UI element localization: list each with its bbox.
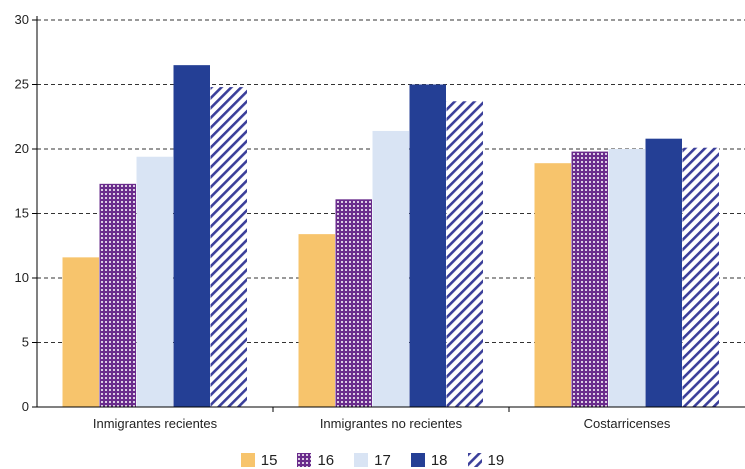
bar-16 (335, 199, 372, 407)
x-category-label: Inmigrantes no recientes (320, 416, 463, 431)
bar-17 (136, 156, 173, 407)
y-tick-label: 25 (15, 77, 29, 92)
bar-16 (571, 151, 608, 407)
legend-swatch (354, 453, 369, 467)
y-tick-label: 10 (15, 270, 29, 285)
legend-swatch (467, 453, 482, 467)
bars (62, 65, 719, 408)
legend: 15 16 17 18 19 (0, 451, 745, 469)
legend-swatch (410, 453, 425, 467)
bar-18 (645, 138, 682, 407)
legend-item: 17 (354, 452, 391, 469)
legend-swatch (297, 453, 312, 467)
bar-17 (372, 130, 409, 407)
bar-15 (298, 234, 335, 407)
bar-17 (608, 149, 645, 407)
bar-18 (409, 84, 446, 407)
legend-item: 15 (240, 451, 278, 469)
bar-16 (99, 183, 136, 407)
bar-18 (173, 65, 210, 408)
legend-item: 19 (467, 451, 505, 469)
legend-swatch (240, 453, 255, 467)
legend-label: 16 (317, 451, 335, 469)
legend-label: 19 (487, 451, 505, 469)
legend-label: 18 (430, 451, 448, 469)
bar-19 (210, 87, 247, 407)
bar-19 (446, 101, 483, 408)
legend-item: 18 (410, 451, 448, 469)
legend-label: 17 (374, 451, 391, 469)
y-tick-label: 0 (22, 399, 29, 414)
y-tick-label: 5 (22, 335, 29, 350)
legend-label: 15 (260, 451, 278, 469)
y-tick-label: 15 (15, 206, 29, 221)
axes: 0 5 10 15 20 25 30 Inmigrantes recientes Inmigra… (15, 12, 745, 431)
bar-19 (682, 147, 719, 407)
legend-item: 16 (297, 452, 334, 469)
bar-15 (534, 163, 571, 407)
y-tick-label: 20 (15, 141, 29, 156)
x-category-label: Costarricenses (584, 416, 671, 431)
y-tick-label: 30 (15, 12, 29, 27)
bar-15 (62, 257, 99, 407)
x-category-label: Inmigrantes recientes (93, 416, 218, 431)
